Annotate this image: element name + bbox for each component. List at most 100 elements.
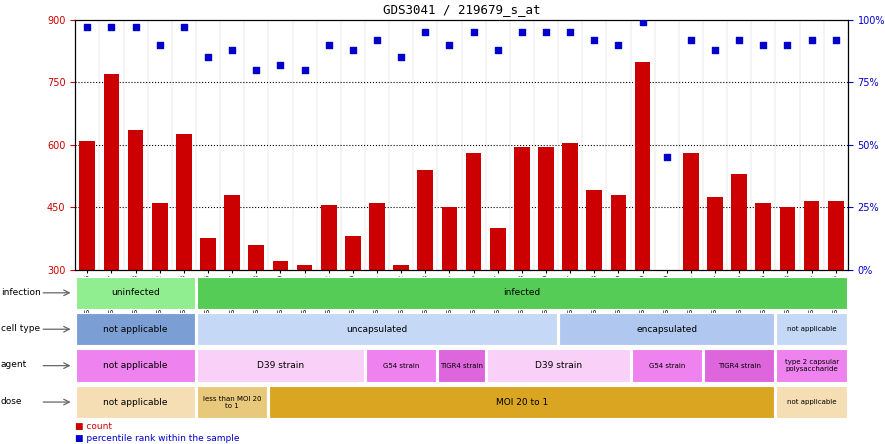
Point [828, 36, 843, 44]
Bar [538, 147, 554, 394]
Point [419, 29, 433, 36]
Bar [490, 228, 505, 394]
Point [684, 36, 698, 44]
Point [104, 24, 119, 31]
Text: cell type: cell type [1, 324, 40, 333]
FancyBboxPatch shape [487, 349, 629, 382]
Bar [466, 153, 481, 394]
Text: not applicable: not applicable [787, 326, 836, 332]
FancyBboxPatch shape [76, 277, 195, 309]
Point [563, 29, 577, 36]
FancyBboxPatch shape [196, 313, 558, 345]
Point [490, 46, 504, 53]
FancyBboxPatch shape [776, 349, 847, 382]
FancyBboxPatch shape [196, 277, 847, 309]
Text: D39 strain: D39 strain [257, 361, 304, 370]
FancyBboxPatch shape [559, 313, 774, 345]
Point [250, 66, 264, 73]
Bar [152, 203, 167, 394]
Text: MOI 20 to 1: MOI 20 to 1 [496, 397, 548, 407]
Bar [780, 207, 796, 394]
Bar [176, 135, 192, 394]
Point [273, 61, 288, 68]
Point [781, 41, 795, 48]
Text: ■ percentile rank within the sample: ■ percentile rank within the sample [75, 434, 240, 443]
FancyBboxPatch shape [776, 313, 847, 345]
Point [152, 41, 166, 48]
Bar [562, 143, 578, 394]
Bar [296, 266, 312, 394]
FancyBboxPatch shape [704, 349, 774, 382]
Bar [321, 205, 336, 394]
Text: infection: infection [1, 288, 41, 297]
Text: type 2 capsular
polysaccharide: type 2 capsular polysaccharide [784, 359, 839, 372]
Bar [345, 236, 361, 394]
Text: G54 strain: G54 strain [649, 363, 685, 369]
Point [177, 24, 191, 31]
Point [612, 41, 626, 48]
Bar [659, 270, 674, 394]
Point [466, 29, 481, 36]
Text: not applicable: not applicable [104, 361, 168, 370]
Text: uncapsulated: uncapsulated [346, 325, 408, 334]
Bar [731, 174, 747, 394]
Text: TIGR4 strain: TIGR4 strain [718, 363, 761, 369]
Point [659, 154, 673, 161]
Point [732, 36, 746, 44]
Point [225, 46, 239, 53]
FancyBboxPatch shape [76, 349, 195, 382]
Point [321, 41, 335, 48]
Text: infected: infected [504, 288, 541, 297]
Point [394, 54, 408, 61]
Point [297, 66, 312, 73]
FancyBboxPatch shape [196, 386, 267, 418]
Bar [127, 130, 143, 394]
Text: D39 strain: D39 strain [535, 361, 581, 370]
Text: not applicable: not applicable [104, 325, 168, 334]
Text: agent: agent [1, 361, 27, 369]
Text: ■ count: ■ count [75, 422, 112, 431]
Point [539, 29, 553, 36]
Bar [418, 170, 433, 394]
Bar [611, 194, 627, 394]
Bar [393, 266, 409, 394]
Text: not applicable: not applicable [787, 399, 836, 405]
FancyBboxPatch shape [438, 349, 485, 382]
Bar [514, 147, 530, 394]
Bar [804, 201, 820, 394]
Bar [683, 153, 699, 394]
Bar [249, 245, 264, 394]
Point [442, 41, 457, 48]
FancyBboxPatch shape [632, 349, 702, 382]
Point [804, 36, 819, 44]
Bar [587, 190, 602, 394]
FancyBboxPatch shape [269, 386, 774, 418]
Bar [200, 238, 216, 394]
Point [370, 36, 384, 44]
Bar [369, 203, 385, 394]
FancyBboxPatch shape [776, 386, 847, 418]
Bar [756, 203, 771, 394]
Bar [442, 207, 458, 394]
Text: less than MOI 20
to 1: less than MOI 20 to 1 [203, 396, 261, 408]
Text: GDS3041 / 219679_s_at: GDS3041 / 219679_s_at [383, 4, 540, 16]
Point [346, 46, 360, 53]
FancyBboxPatch shape [196, 349, 364, 382]
Point [515, 29, 529, 36]
FancyBboxPatch shape [76, 386, 195, 418]
Text: G54 strain: G54 strain [383, 363, 419, 369]
Bar [635, 62, 650, 394]
Point [708, 46, 722, 53]
Text: dose: dose [1, 397, 22, 406]
Point [201, 54, 215, 61]
FancyBboxPatch shape [366, 349, 436, 382]
Point [635, 19, 650, 26]
Text: uninfected: uninfected [112, 288, 160, 297]
Point [588, 36, 602, 44]
Point [81, 24, 95, 31]
Point [128, 24, 142, 31]
Bar [827, 201, 843, 394]
Bar [273, 261, 289, 394]
Bar [80, 141, 96, 394]
Bar [707, 197, 723, 394]
